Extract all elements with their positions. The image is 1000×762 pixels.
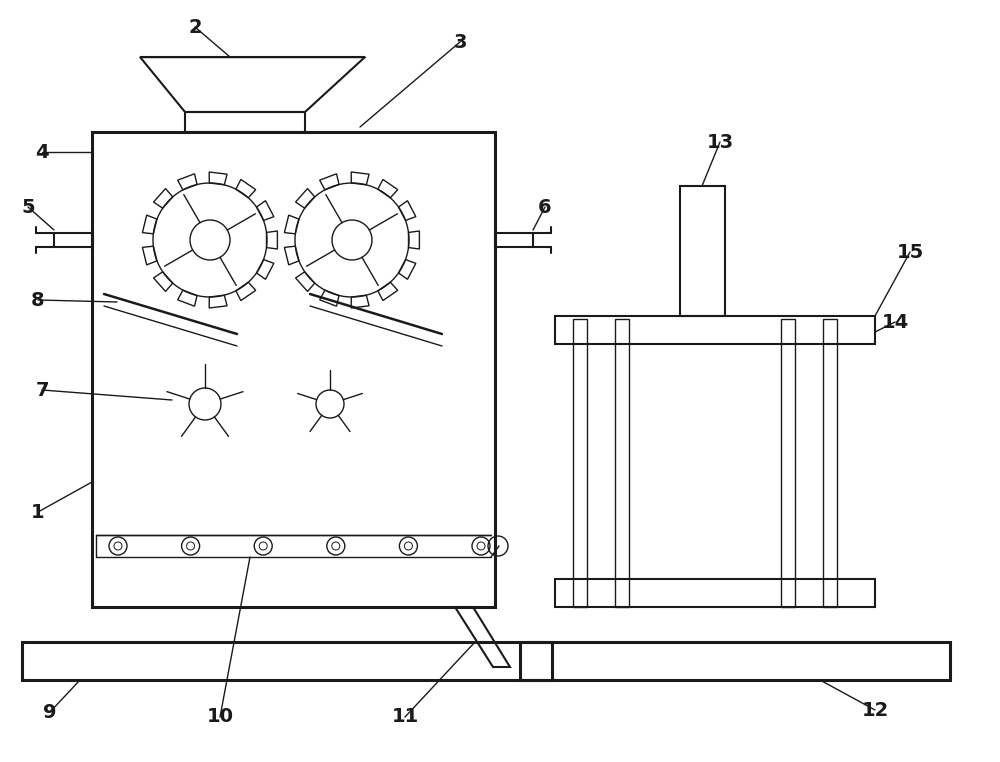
Bar — [22, 642, 552, 680]
Text: 2: 2 — [188, 18, 202, 37]
Bar — [520, 642, 950, 680]
Text: 3: 3 — [453, 33, 467, 52]
Bar — [680, 186, 725, 316]
Text: 4: 4 — [35, 142, 49, 162]
Text: 9: 9 — [43, 703, 57, 722]
Bar — [573, 319, 587, 607]
Bar — [555, 316, 875, 344]
Bar — [781, 319, 795, 607]
Text: 1: 1 — [31, 502, 45, 521]
Bar — [92, 132, 495, 607]
Text: 11: 11 — [391, 707, 419, 726]
Text: 13: 13 — [706, 133, 734, 152]
Text: 8: 8 — [31, 290, 45, 309]
Bar — [555, 579, 875, 607]
Bar — [823, 319, 837, 607]
Text: 5: 5 — [21, 197, 35, 216]
Text: 15: 15 — [896, 242, 924, 261]
Bar — [185, 112, 305, 132]
Bar — [54, 233, 92, 247]
Text: 6: 6 — [538, 197, 552, 216]
Bar — [615, 319, 629, 607]
Text: 14: 14 — [881, 312, 909, 331]
Text: 10: 10 — [207, 707, 234, 726]
Bar — [495, 233, 533, 247]
Text: 7: 7 — [35, 380, 49, 399]
Text: 12: 12 — [861, 700, 889, 719]
